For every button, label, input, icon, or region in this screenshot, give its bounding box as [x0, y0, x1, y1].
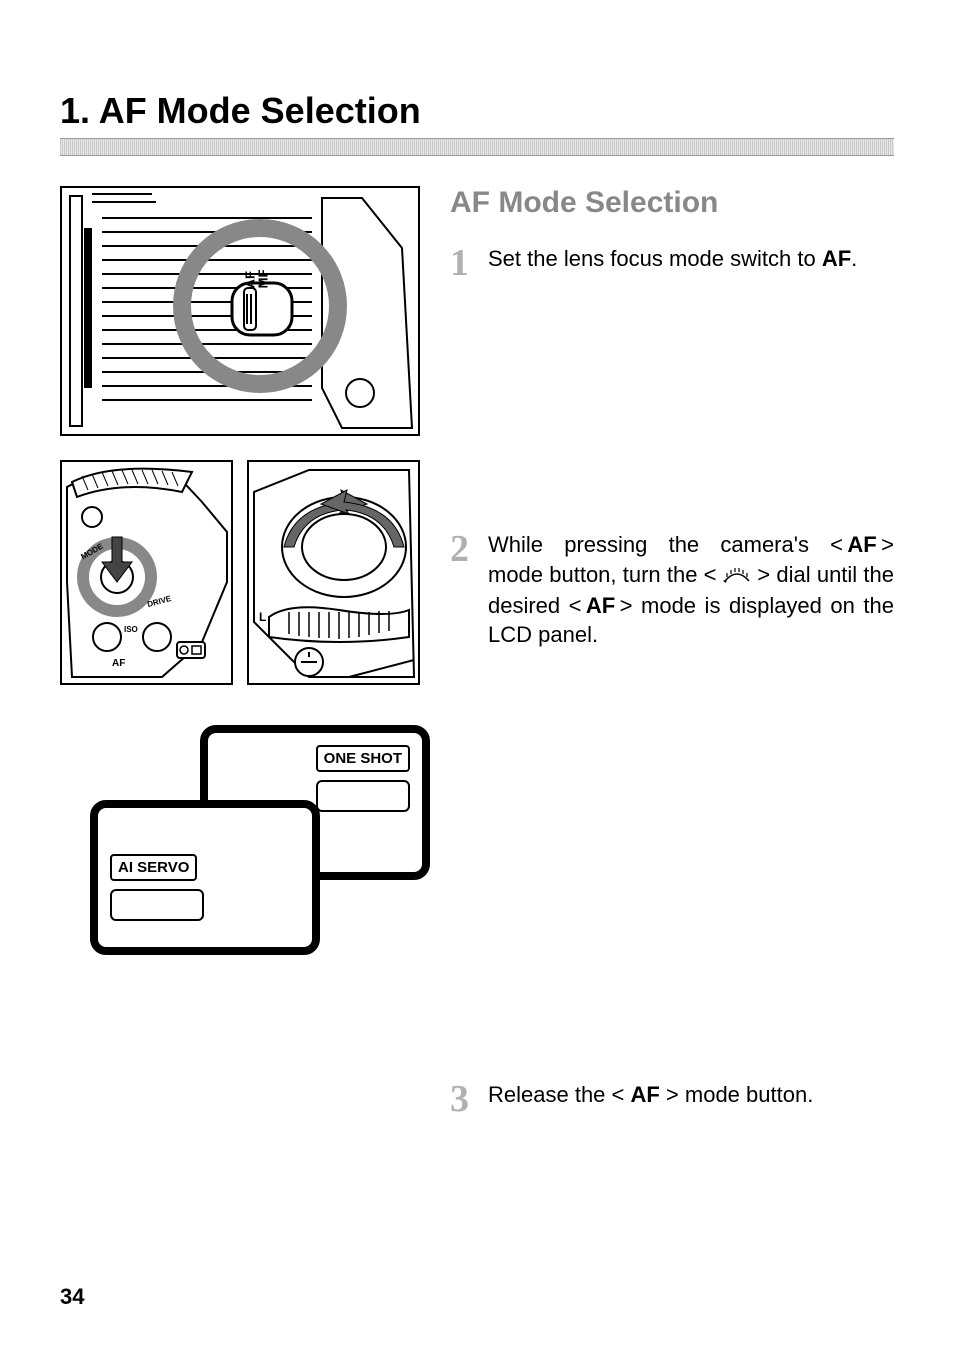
figure-mode-button: MODE DRIVE ISO AF	[60, 460, 233, 685]
step-text: Release the < AF > mode button.	[488, 1080, 813, 1118]
main-title: 1. AF Mode Selection	[60, 90, 894, 132]
lcd-ai-servo: AI SERVO	[90, 800, 320, 955]
lcd-blank-front	[110, 889, 204, 921]
figure-row: MODE DRIVE ISO AF	[60, 460, 420, 685]
step-3: 3 Release the < AF > mode button.	[450, 1080, 894, 1118]
figure-lens-switch: AFMF	[60, 186, 420, 436]
lcd-label-ai-servo: AI SERVO	[110, 854, 197, 881]
step-2: 2 While pressing the camera's < AF > mod…	[450, 530, 894, 1040]
lcd-label-one-shot: ONE SHOT	[316, 745, 410, 772]
right-column: AF Mode Selection 1 Set the lens focus m…	[450, 186, 894, 1158]
af-mf-label: AFMF	[243, 270, 269, 289]
figure-lcd-panels: ONE SHOT AI SERVO	[90, 725, 430, 955]
step-1: 1 Set the lens focus mode switch to AF.	[450, 244, 894, 490]
page-number: 34	[60, 1284, 84, 1310]
title-underline	[60, 138, 894, 156]
iso-label: ISO	[124, 625, 138, 634]
manual-page: 1. AF Mode Selection	[0, 0, 954, 1350]
l-label: L	[259, 610, 266, 624]
af-small-label: AF	[112, 658, 125, 669]
section-title: AF Mode Selection	[450, 186, 894, 220]
dial-icon	[721, 561, 753, 591]
step-number: 1	[450, 244, 478, 490]
content-wrapper: AFMF	[60, 186, 894, 1158]
left-column: AFMF	[60, 186, 420, 1158]
lcd-blank-back	[316, 780, 410, 812]
figure-command-dial: L	[247, 460, 420, 685]
step-text: Set the lens focus mode switch to AF.	[488, 244, 857, 490]
step-number: 2	[450, 530, 478, 1040]
step-number: 3	[450, 1080, 478, 1118]
step-text: While pressing the camera's < AF > mode …	[488, 530, 894, 1040]
